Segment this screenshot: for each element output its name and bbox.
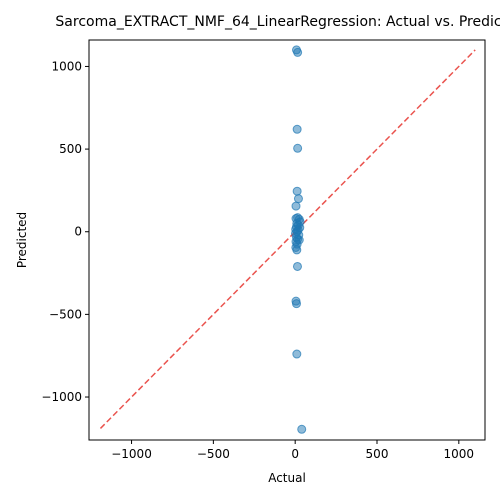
data-point	[293, 47, 303, 57]
data-point	[292, 245, 302, 255]
y-tick-label: 0	[74, 225, 82, 239]
x-tick-label: 500	[366, 447, 389, 461]
y-axis-label: Predicted	[15, 212, 29, 268]
data-point	[293, 194, 303, 204]
data-point	[291, 201, 301, 211]
x-tick-label: 1000	[444, 447, 475, 461]
y-axis: −1000 −500 0 500 1000	[41, 59, 89, 404]
data-point	[292, 349, 302, 359]
x-tick-label: 0	[291, 447, 299, 461]
y-tick-label: −500	[49, 307, 82, 321]
x-tick-label: −1000	[111, 447, 152, 461]
plot-area	[99, 45, 476, 434]
data-point	[292, 124, 302, 134]
data-point	[292, 261, 302, 271]
data-point	[297, 424, 307, 434]
x-tick-label: −500	[197, 447, 230, 461]
data-point	[291, 299, 301, 309]
data-point	[292, 186, 302, 196]
reference-line	[99, 49, 476, 429]
y-tick-label: 1000	[51, 59, 82, 73]
y-tick-label: −1000	[41, 390, 82, 404]
data-point	[293, 143, 303, 153]
x-axis-label: Actual	[268, 471, 306, 485]
y-tick-label: 500	[59, 142, 82, 156]
plot-frame	[88, 39, 486, 441]
chart-title: Sarcoma_EXTRACT_NMF_64_LinearRegression:…	[55, 14, 500, 30]
x-axis: −1000 −500 0 500 1000	[111, 440, 474, 461]
